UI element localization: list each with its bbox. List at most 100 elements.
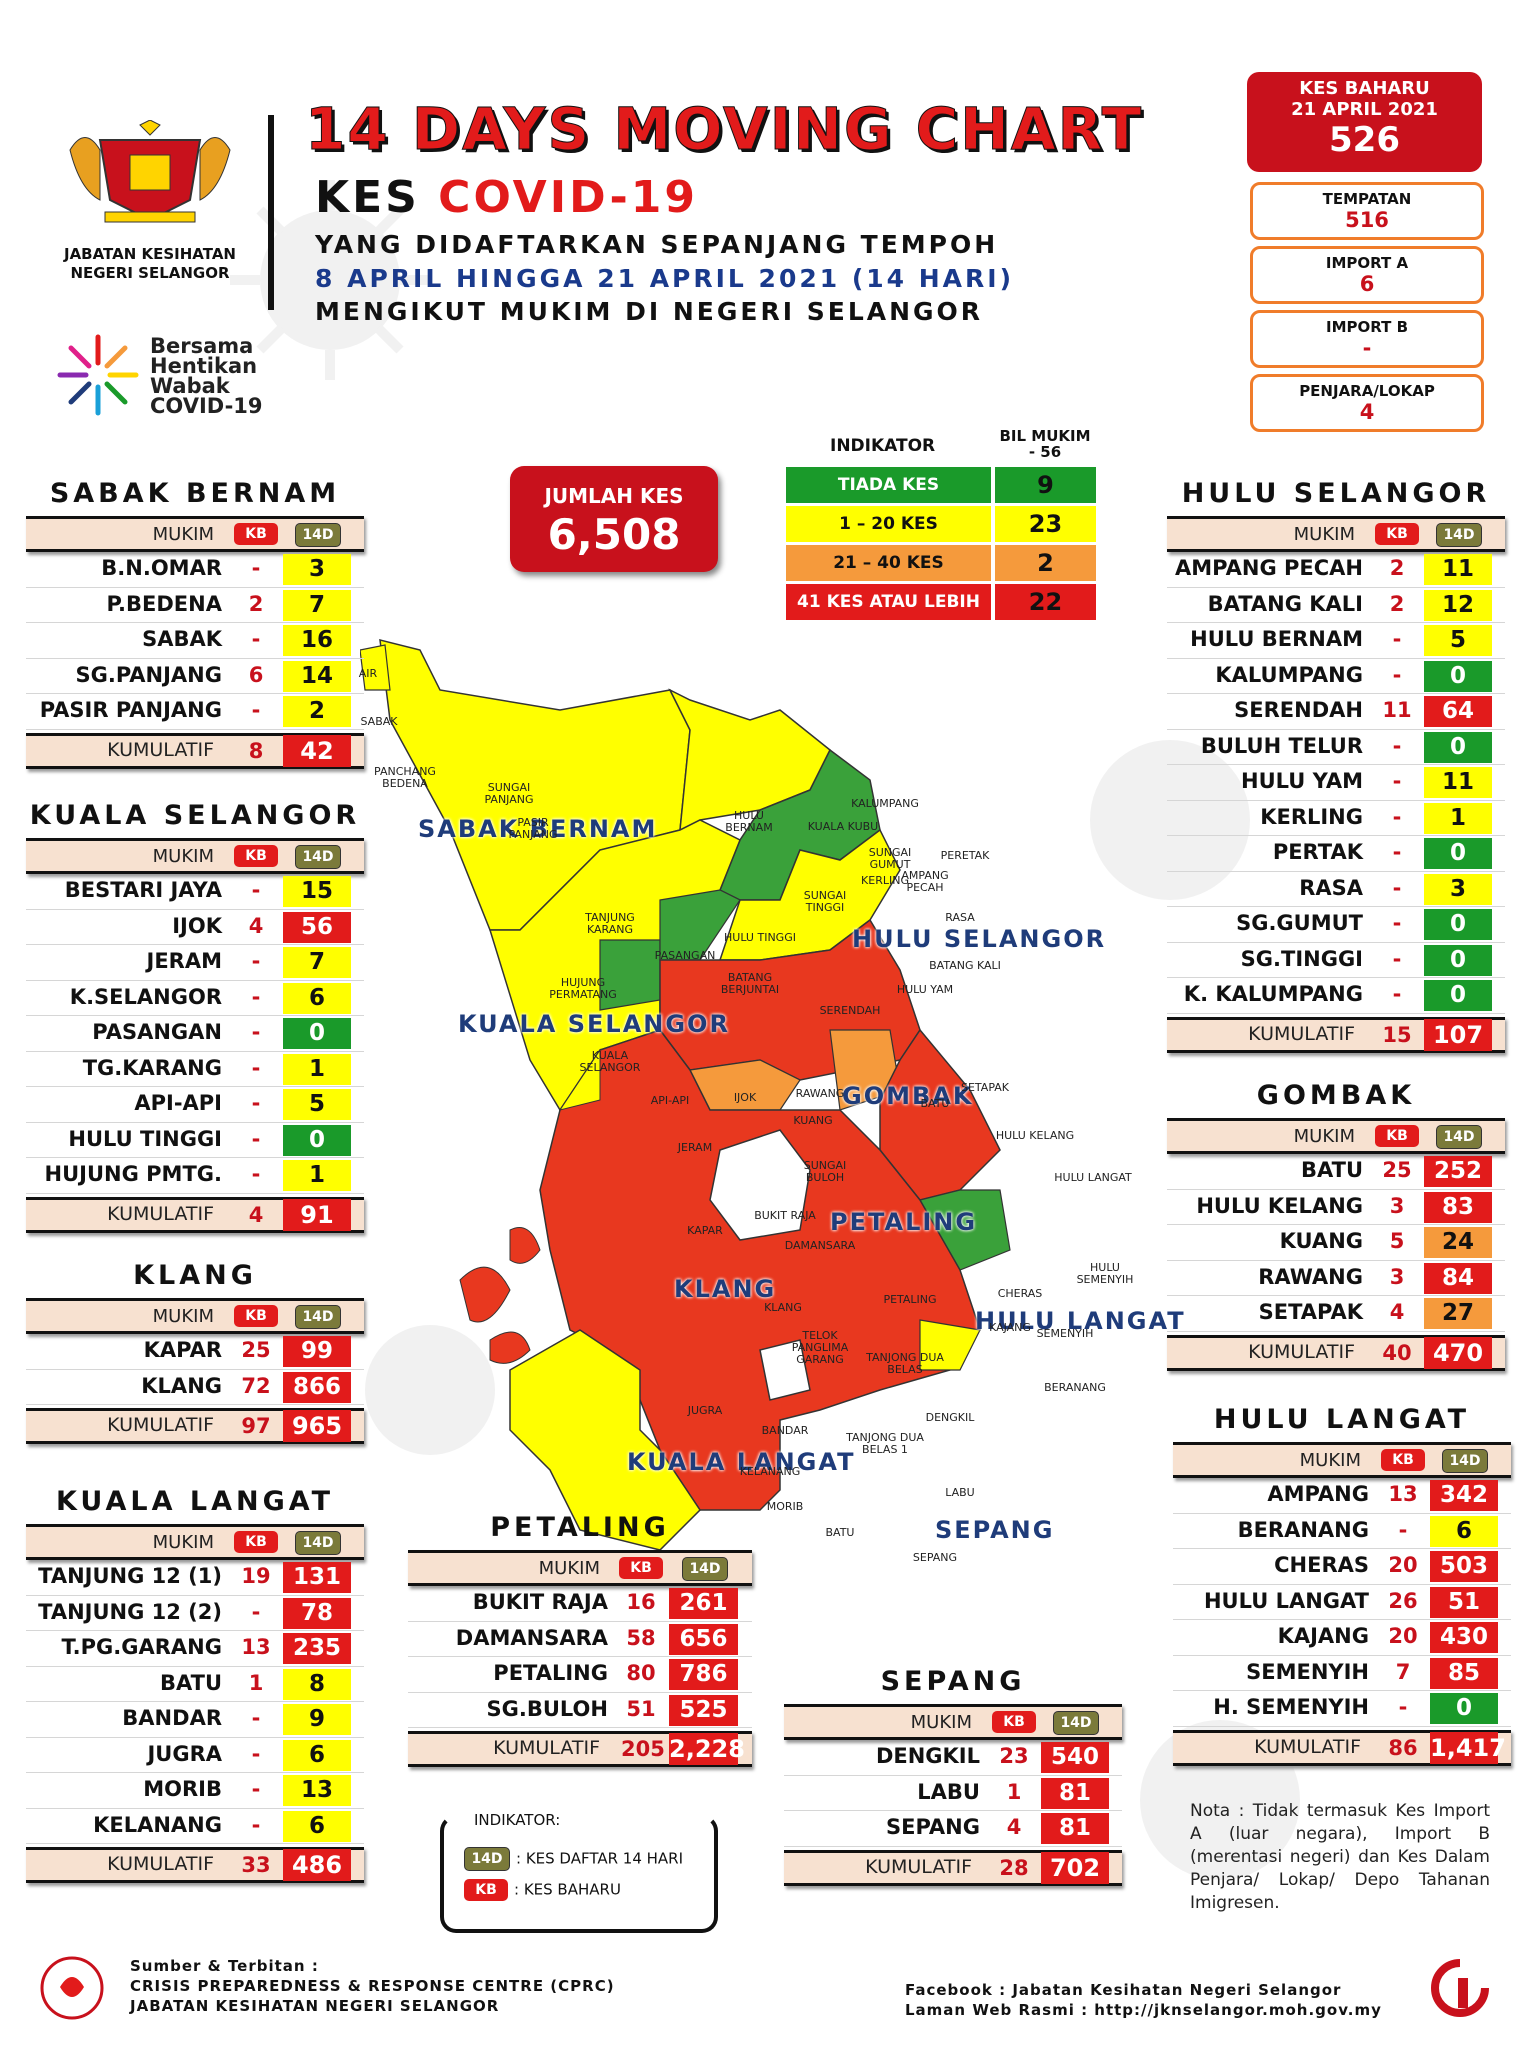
indicator-label: 41 KES ATAU LEBIH bbox=[786, 584, 991, 620]
mukim-kb: 2 bbox=[248, 591, 264, 616]
mukim-count-heading: BIL MUKIM - 56 bbox=[990, 428, 1100, 460]
map-mukim-label: AMPANG PECAH bbox=[901, 869, 949, 894]
map-mukim-label: DAMANSARA bbox=[784, 1239, 856, 1252]
mukim-kb: 3 bbox=[1389, 1264, 1405, 1289]
mukim-kb: - bbox=[251, 1741, 261, 1766]
kumulatif-kb: 205 bbox=[621, 1737, 665, 1761]
mukim-kb: - bbox=[251, 1706, 261, 1730]
mukim-kb: - bbox=[1392, 662, 1402, 687]
mukim-name: DENGKIL bbox=[875, 1744, 980, 1768]
mukim-14d: 11 bbox=[1424, 554, 1492, 585]
mukim-kb: 11 bbox=[1382, 698, 1412, 722]
mukim-14d: 7 bbox=[283, 947, 351, 978]
mukim-14d: 0 bbox=[283, 1124, 351, 1156]
campaign-line2: Hentikan bbox=[150, 354, 258, 378]
mukim-name: RASA bbox=[1299, 875, 1363, 900]
campaign-line1: Bersama bbox=[150, 334, 254, 358]
col-14d: 14D bbox=[1442, 1449, 1488, 1473]
table-row: BUKIT RAJA 16 261 bbox=[408, 1586, 752, 1622]
total-cases-value: 6,508 bbox=[547, 510, 681, 559]
mukim-14d: 342 bbox=[1430, 1480, 1498, 1511]
table-footer: KUMULATIF 86 1,417 bbox=[1173, 1729, 1511, 1766]
mukim-kb: 6 bbox=[248, 662, 264, 687]
mukim-kb: 19 bbox=[241, 1564, 271, 1588]
mukim-kb: 4 bbox=[1389, 1300, 1405, 1324]
kumulatif-kb: 40 bbox=[1382, 1340, 1412, 1365]
mukim-name: B.N.OMAR bbox=[101, 556, 222, 580]
table-row: B.N.OMAR -3 bbox=[26, 552, 364, 588]
map-mukim-label: BATU bbox=[920, 1097, 950, 1110]
table-row: HULU YAM -11 bbox=[1167, 765, 1505, 801]
indicator-heading: INDIKATOR bbox=[830, 436, 936, 456]
mukim-kb: - bbox=[251, 627, 261, 651]
penjara-value: 4 bbox=[1359, 400, 1375, 424]
dept-line1: JABATAN KESIHATAN bbox=[63, 245, 236, 263]
kumulatif-label: KUMULATIF bbox=[865, 1855, 972, 1878]
mukim-name: SETAPAK bbox=[1258, 1300, 1363, 1324]
mukim-kb: - bbox=[251, 1091, 261, 1115]
mukim-name: SERENDAH bbox=[1234, 698, 1363, 722]
mukim-kb: 2 bbox=[1389, 556, 1405, 580]
mukim-14d: 0 bbox=[1424, 660, 1492, 692]
mukim-14d: 1 bbox=[1424, 802, 1492, 834]
col-kb: KB bbox=[619, 1557, 663, 1579]
mukim-name: SABAK bbox=[142, 627, 222, 651]
mukim-14d: 24 bbox=[1424, 1227, 1492, 1258]
department-name: JABATAN KESIHATAN NEGERI SELANGOR bbox=[40, 245, 260, 283]
footnote: Nota : Tidak termasuk Kes Import A (luar… bbox=[1190, 1801, 1490, 1913]
indicator-count: 22 bbox=[995, 584, 1096, 620]
map-mukim-label: PASIR PANJANG bbox=[508, 816, 558, 841]
legend-kb-pill: KB bbox=[464, 1879, 508, 1901]
district-name-gombak: GOMBAK bbox=[1256, 1080, 1416, 1111]
map-island-3 bbox=[489, 1331, 531, 1364]
mukim-name: SG.PANJANG bbox=[75, 662, 222, 687]
map-mukim-label: KERLING bbox=[861, 874, 909, 887]
mukim-kb: 26 bbox=[1388, 1588, 1418, 1613]
table-footer: KUMULATIF 4 91 bbox=[26, 1196, 364, 1233]
map-mukim-label: RASA bbox=[945, 911, 975, 924]
map-mukim-label: SUNGAI TINGGI bbox=[803, 889, 847, 914]
mukim-name: BATU bbox=[159, 1670, 222, 1695]
map-api-api bbox=[558, 1048, 601, 1111]
map-mukim-label: HULU LANGAT bbox=[1054, 1171, 1132, 1184]
table-row: TANJUNG 12 (1) 19 131 bbox=[26, 1560, 364, 1596]
legend-title: INDIKATOR: bbox=[469, 1811, 566, 1829]
table-row: SEPANG 4 81 bbox=[784, 1811, 1122, 1847]
table-row: RASA -3 bbox=[1167, 872, 1505, 907]
mukim-name: JERAM bbox=[146, 949, 222, 973]
table-row: PASIR PANJANG -2 bbox=[26, 694, 364, 730]
table-row: SETAPAK 4 27 bbox=[1167, 1296, 1505, 1332]
col-mukim: MUKIM bbox=[1293, 1126, 1355, 1147]
mukim-14d: 6 bbox=[283, 1739, 351, 1771]
map-district-label: HULU LANGAT bbox=[975, 1307, 1186, 1335]
mukim-14d: 84 bbox=[1424, 1262, 1492, 1294]
map-district-label: KLANG bbox=[674, 1275, 777, 1303]
table-footer: KUMULATIF 15 107 bbox=[1167, 1016, 1505, 1053]
kumulatif-14d: 470 bbox=[1424, 1336, 1492, 1369]
mukim-kb: - bbox=[1392, 946, 1402, 971]
mukim-kb: - bbox=[251, 949, 261, 973]
col-kb: KB bbox=[234, 1531, 278, 1553]
map-district-label: SABAK BERNAM bbox=[418, 815, 658, 843]
virus-watermark bbox=[1090, 740, 1250, 900]
mukim-kb: - bbox=[251, 1162, 261, 1186]
mukim-kb: 13 bbox=[1388, 1482, 1418, 1506]
col-14d: 14D bbox=[1436, 1125, 1482, 1149]
footer-jkns: JABATAN KESIHATAN NEGERI SELANGOR bbox=[130, 1997, 500, 2015]
district-table-klang: MUKIM KB 14D KAPAR 25 99 KLANG 72 866 KUMULATIF 97… bbox=[26, 1298, 364, 1444]
map-mukim-label: SUNGAI PANJANG bbox=[484, 781, 534, 806]
new-cases-label: KES BAHARU bbox=[1299, 78, 1430, 99]
mukim-name: IJOK bbox=[172, 913, 222, 938]
mukim-14d: 56 bbox=[283, 911, 351, 943]
mukim-name: HUJUNG PMTG. bbox=[44, 1162, 222, 1186]
penjara-box: PENJARA/LOKAP 4 bbox=[1250, 374, 1484, 432]
mukim-14d: 81 bbox=[1041, 1813, 1109, 1844]
map-mukim-label: PANCHANG BEDENA bbox=[374, 765, 436, 790]
mukim-kb: - bbox=[1398, 1695, 1408, 1719]
mukim-14d: 252 bbox=[1424, 1156, 1492, 1187]
mukim-kb: 5 bbox=[1389, 1229, 1405, 1253]
shield-logo bbox=[40, 1956, 104, 2020]
indicator-label: 21 – 40 KES bbox=[786, 545, 991, 581]
kumulatif-14d: 965 bbox=[283, 1410, 351, 1442]
mukim-name: KUANG bbox=[1279, 1229, 1363, 1253]
